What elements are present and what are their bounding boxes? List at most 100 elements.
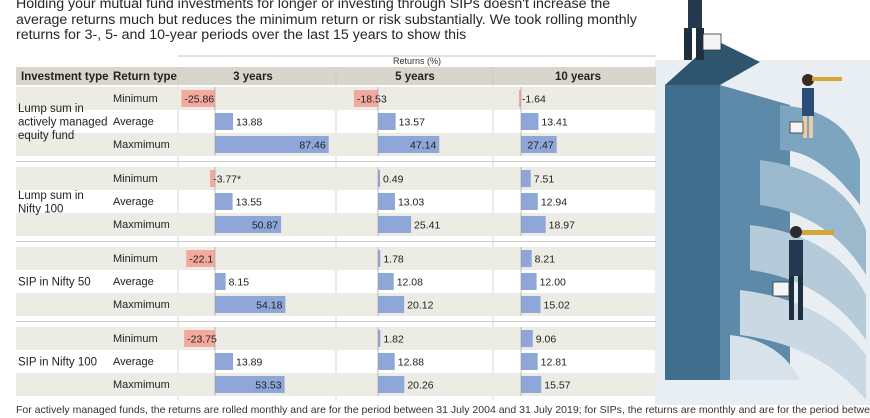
- data-label: 13.89: [236, 357, 262, 369]
- staircase-illustration: [655, 0, 870, 405]
- data-label: 27.47: [527, 140, 553, 152]
- data-label: 53.53: [255, 380, 281, 392]
- investment-type-label: Lump sum in: [18, 190, 84, 202]
- bar: [215, 113, 234, 130]
- data-label: 50.87: [252, 220, 278, 232]
- row-band: [16, 213, 656, 236]
- data-label: 7.51: [534, 174, 555, 186]
- return-type-label: Maxmimum: [113, 139, 170, 151]
- bar: [521, 353, 538, 370]
- bar: [378, 250, 381, 267]
- bar: [378, 136, 440, 153]
- data-label: 12.08: [397, 277, 423, 289]
- bar: [215, 273, 226, 290]
- data-label: 13.55: [236, 197, 262, 209]
- data-label: 1.78: [383, 254, 404, 266]
- column-header-period: 10 years: [555, 71, 601, 83]
- bar: [521, 113, 539, 130]
- data-label: -22.1: [189, 254, 213, 266]
- bar: [353, 90, 378, 107]
- return-type-label: Minimum: [113, 253, 158, 265]
- row-band: [16, 247, 656, 270]
- row-band: [16, 293, 656, 316]
- data-label: -18.53: [357, 94, 387, 106]
- row-band: [16, 167, 656, 190]
- data-label: 9.06: [536, 334, 557, 346]
- bar: [378, 376, 405, 393]
- data-label: 20.26: [407, 380, 433, 392]
- bar: [215, 216, 282, 233]
- bar: [378, 216, 412, 233]
- bar: [378, 353, 395, 370]
- data-label: 13.03: [398, 197, 424, 209]
- investment-type-label: equity fund: [18, 130, 74, 142]
- bar: [378, 330, 381, 347]
- data-label: 1.82: [383, 334, 404, 346]
- return-type-label: Maxmimum: [113, 219, 170, 231]
- data-label: 13.88: [236, 117, 262, 129]
- bar: [215, 193, 233, 210]
- bar: [521, 193, 538, 210]
- column-header-period: 3 years: [233, 71, 273, 83]
- data-label: 0.49: [383, 174, 404, 186]
- bar: [521, 376, 542, 393]
- row-band: [16, 87, 656, 110]
- return-type-label: Minimum: [113, 173, 158, 185]
- bar: [521, 296, 541, 313]
- bar: [521, 216, 546, 233]
- row-band: [16, 327, 656, 350]
- investment-type-label: Lump sum in: [18, 103, 84, 115]
- bar: [215, 376, 285, 393]
- intro-text: Holding your mutual fund investments for…: [16, 0, 637, 43]
- bar: [521, 136, 557, 153]
- return-type-label: Average: [113, 356, 154, 368]
- bar: [521, 330, 533, 347]
- bar: [210, 170, 215, 187]
- bar: [215, 136, 329, 153]
- row-band: [16, 373, 656, 396]
- data-label: -3.77*: [213, 174, 241, 186]
- data-label: -1.64: [522, 94, 546, 106]
- return-type-label: Minimum: [113, 93, 158, 105]
- bar: [378, 113, 396, 130]
- bar: [215, 296, 286, 313]
- chart-title: Returns (%): [393, 56, 441, 66]
- bar: [378, 170, 380, 187]
- bar: [378, 296, 405, 313]
- bar: [184, 330, 215, 347]
- data-label: -23.75: [187, 334, 217, 346]
- return-type-label: Average: [113, 116, 154, 128]
- return-type-label: Average: [113, 196, 154, 208]
- bar: [186, 250, 215, 267]
- data-label: 54.18: [256, 300, 282, 312]
- data-label: 12.00: [540, 277, 566, 289]
- data-label: 8.15: [229, 277, 250, 289]
- bar: [181, 90, 215, 107]
- bar: [521, 273, 537, 290]
- data-label: 18.97: [549, 220, 575, 232]
- data-label: 47.14: [410, 140, 436, 152]
- investment-type-label: Nifty 100: [18, 203, 63, 215]
- data-label: -25.86: [184, 94, 214, 106]
- row-band: [16, 133, 656, 156]
- data-label: 25.41: [414, 220, 440, 232]
- bar: [521, 170, 531, 187]
- investment-type-label: actively managed: [18, 117, 108, 129]
- data-label: 13.41: [541, 117, 567, 129]
- data-label: 20.12: [407, 300, 433, 312]
- bar: [518, 90, 521, 107]
- return-type-label: Maxmimum: [113, 299, 170, 311]
- data-label: 13.57: [399, 117, 425, 129]
- column-header-investment-type: Investment type: [21, 71, 109, 83]
- data-label: 12.81: [541, 357, 567, 369]
- data-label: 12.94: [541, 197, 567, 209]
- data-label: 15.02: [544, 300, 570, 312]
- data-label: 87.46: [299, 140, 325, 152]
- footnote: For actively managed funds, the returns …: [16, 404, 870, 416]
- bar: [215, 353, 234, 370]
- return-type-label: Average: [113, 276, 154, 288]
- return-type-label: Maxmimum: [113, 379, 170, 391]
- bar: [521, 250, 532, 267]
- investment-type-label: SIP in Nifty 100: [18, 357, 97, 369]
